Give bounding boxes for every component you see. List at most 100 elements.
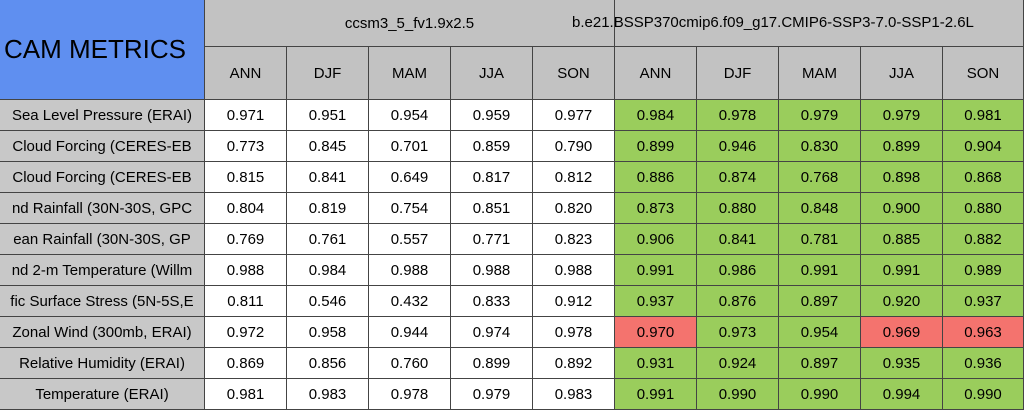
value-cell: 0.880 bbox=[697, 193, 779, 224]
value-cell: 0.761 bbox=[287, 224, 369, 255]
value-cell: 0.988 bbox=[205, 255, 287, 286]
value-cell: 0.935 bbox=[861, 348, 943, 379]
value-cell: 0.983 bbox=[287, 379, 369, 410]
value-cell: 0.812 bbox=[533, 162, 615, 193]
value-cell: 0.771 bbox=[451, 224, 533, 255]
value-cell: 0.899 bbox=[861, 131, 943, 162]
value-cell: 0.991 bbox=[861, 255, 943, 286]
value-cell: 0.820 bbox=[533, 193, 615, 224]
value-cell: 0.977 bbox=[533, 100, 615, 131]
value-cell: 0.790 bbox=[533, 131, 615, 162]
value-cell: 0.701 bbox=[369, 131, 451, 162]
value-cell: 0.833 bbox=[451, 286, 533, 317]
value-cell: 0.983 bbox=[533, 379, 615, 410]
column-header: MAM bbox=[369, 47, 451, 100]
value-cell: 0.769 bbox=[205, 224, 287, 255]
value-cell: 0.804 bbox=[205, 193, 287, 224]
column-header: DJF bbox=[697, 47, 779, 100]
column-header: MAM bbox=[779, 47, 861, 100]
value-cell: 0.773 bbox=[205, 131, 287, 162]
column-header: JJA bbox=[861, 47, 943, 100]
value-cell: 0.924 bbox=[697, 348, 779, 379]
value-cell: 0.432 bbox=[369, 286, 451, 317]
value-cell: 0.990 bbox=[697, 379, 779, 410]
value-cell: 0.848 bbox=[779, 193, 861, 224]
value-cell: 0.898 bbox=[861, 162, 943, 193]
value-cell: 0.897 bbox=[779, 348, 861, 379]
value-cell: 0.869 bbox=[205, 348, 287, 379]
value-cell: 0.856 bbox=[287, 348, 369, 379]
value-cell: 0.958 bbox=[287, 317, 369, 348]
value-cell: 0.920 bbox=[861, 286, 943, 317]
value-cell: 0.986 bbox=[697, 255, 779, 286]
column-header: SON bbox=[533, 47, 615, 100]
value-cell: 0.979 bbox=[861, 100, 943, 131]
value-cell: 0.994 bbox=[861, 379, 943, 410]
value-cell: 0.899 bbox=[615, 131, 697, 162]
column-header: JJA bbox=[451, 47, 533, 100]
value-cell: 0.937 bbox=[615, 286, 697, 317]
value-cell: 0.978 bbox=[697, 100, 779, 131]
row-label: Temperature (ERAI) bbox=[0, 379, 205, 410]
column-header: ANN bbox=[205, 47, 287, 100]
row-label: Cloud Forcing (CERES-EB bbox=[0, 131, 205, 162]
column-header: SON bbox=[943, 47, 1024, 100]
value-cell: 0.859 bbox=[451, 131, 533, 162]
value-cell: 0.841 bbox=[697, 224, 779, 255]
value-cell: 0.874 bbox=[697, 162, 779, 193]
value-cell: 0.989 bbox=[943, 255, 1024, 286]
value-cell: 0.984 bbox=[287, 255, 369, 286]
value-cell: 0.970 bbox=[615, 317, 697, 348]
row-label: Zonal Wind (300mb, ERAI) bbox=[0, 317, 205, 348]
value-cell: 0.876 bbox=[697, 286, 779, 317]
value-cell: 0.906 bbox=[615, 224, 697, 255]
value-cell: 0.991 bbox=[615, 379, 697, 410]
value-cell: 0.817 bbox=[451, 162, 533, 193]
row-label: fic Surface Stress (5N-5S,E bbox=[0, 286, 205, 317]
value-cell: 0.981 bbox=[943, 100, 1024, 131]
value-cell: 0.969 bbox=[861, 317, 943, 348]
value-cell: 0.990 bbox=[779, 379, 861, 410]
group-header: b.e21.BSSP370cmip6.f09_g17.CMIP6-SSP3-7.… bbox=[572, 14, 974, 31]
value-cell: 0.937 bbox=[943, 286, 1024, 317]
value-cell: 0.811 bbox=[205, 286, 287, 317]
value-cell: 0.974 bbox=[451, 317, 533, 348]
value-cell: 0.557 bbox=[369, 224, 451, 255]
value-cell: 0.990 bbox=[943, 379, 1024, 410]
value-cell: 0.760 bbox=[369, 348, 451, 379]
value-cell: 0.823 bbox=[533, 224, 615, 255]
value-cell: 0.882 bbox=[943, 224, 1024, 255]
value-cell: 0.984 bbox=[615, 100, 697, 131]
row-label: nd Rainfall (30N-30S, GPC bbox=[0, 193, 205, 224]
value-cell: 0.971 bbox=[205, 100, 287, 131]
value-cell: 0.988 bbox=[533, 255, 615, 286]
value-cell: 0.885 bbox=[861, 224, 943, 255]
value-cell: 0.815 bbox=[205, 162, 287, 193]
value-cell: 0.959 bbox=[451, 100, 533, 131]
value-cell: 0.979 bbox=[451, 379, 533, 410]
row-label: ean Rainfall (30N-30S, GP bbox=[0, 224, 205, 255]
value-cell: 0.988 bbox=[369, 255, 451, 286]
value-cell: 0.754 bbox=[369, 193, 451, 224]
column-header: ANN bbox=[615, 47, 697, 100]
value-cell: 0.873 bbox=[615, 193, 697, 224]
row-label: Sea Level Pressure (ERAI) bbox=[0, 100, 205, 131]
value-cell: 0.845 bbox=[287, 131, 369, 162]
table-title: CAM METRICS bbox=[0, 0, 205, 100]
value-cell: 0.936 bbox=[943, 348, 1024, 379]
value-cell: 0.972 bbox=[205, 317, 287, 348]
value-cell: 0.944 bbox=[369, 317, 451, 348]
value-cell: 0.954 bbox=[779, 317, 861, 348]
value-cell: 0.991 bbox=[615, 255, 697, 286]
row-label: nd 2-m Temperature (Willm bbox=[0, 255, 205, 286]
row-label: Relative Humidity (ERAI) bbox=[0, 348, 205, 379]
value-cell: 0.978 bbox=[533, 317, 615, 348]
value-cell: 0.954 bbox=[369, 100, 451, 131]
value-cell: 0.768 bbox=[779, 162, 861, 193]
value-cell: 0.951 bbox=[287, 100, 369, 131]
value-cell: 0.851 bbox=[451, 193, 533, 224]
row-label: Cloud Forcing (CERES-EB bbox=[0, 162, 205, 193]
value-cell: 0.912 bbox=[533, 286, 615, 317]
group-header-bg bbox=[615, 0, 1024, 47]
